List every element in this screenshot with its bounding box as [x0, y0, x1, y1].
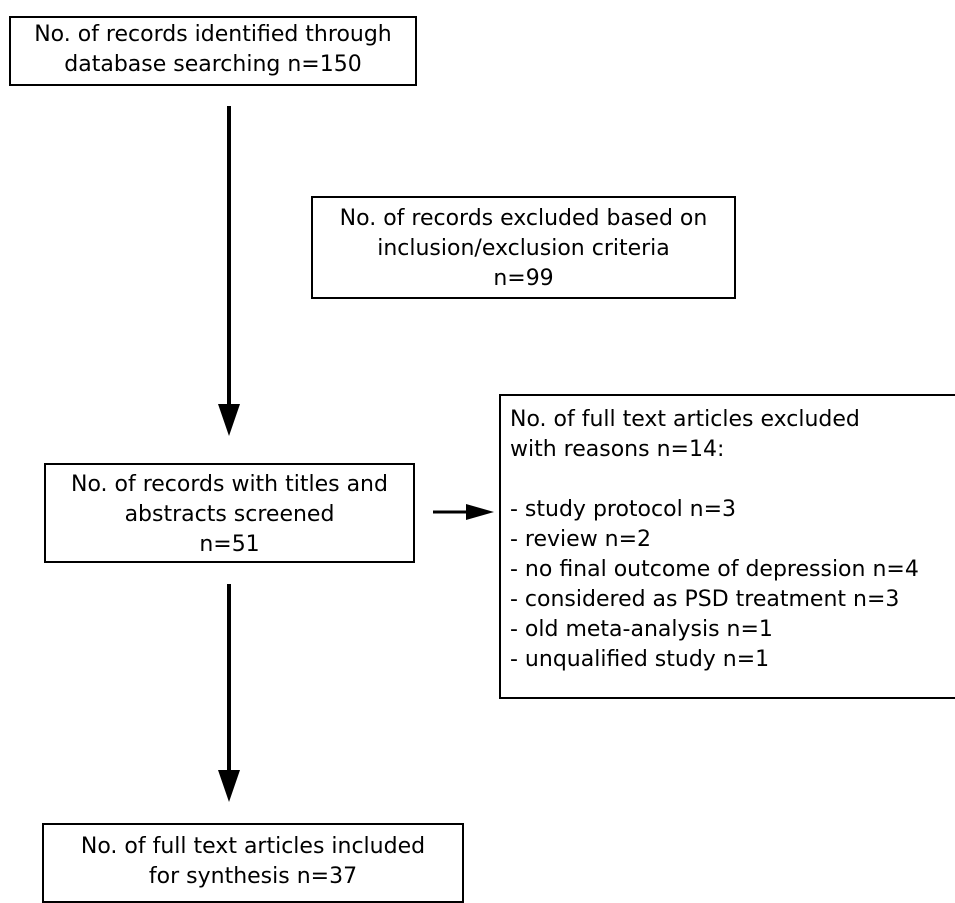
reason-item: - considered as PSD treatment n=3 — [510, 587, 900, 612]
records-screened-box: No. of records with titles and abstracts… — [44, 463, 415, 563]
records-screened-line-2: abstracts screened — [124, 502, 335, 527]
fulltext-excluded-box: No. of full text articles excluded with … — [499, 394, 955, 699]
records-excluded-line-2: inclusion/exclusion criteria — [377, 236, 670, 261]
records-excluded-criteria-box: No. of records excluded based on inclusi… — [311, 196, 736, 299]
arrow-identified-to-screened — [218, 106, 240, 436]
reason-item: - old meta-analysis n=1 — [510, 617, 773, 642]
fulltext-excluded-heading-2: with reasons n=14: — [510, 437, 725, 462]
reason-item: - no final outcome of depression n=4 — [510, 557, 919, 582]
reason-item: - review n=2 — [510, 527, 652, 552]
fulltext-included-line-1: No. of full text articles included — [80, 834, 426, 859]
arrow-screened-to-excluded — [433, 504, 494, 520]
fulltext-included-line-2: for synthesis n=37 — [148, 864, 358, 889]
fulltext-included-box: No. of full text articles included for s… — [42, 823, 464, 903]
records-excluded-line-1: No. of records excluded based on — [339, 206, 708, 231]
spacer — [510, 465, 955, 495]
fulltext-excluded-heading-1: No. of full text articles excluded — [510, 407, 860, 432]
reason-item: - unqualified study n=1 — [510, 647, 770, 672]
records-identified-box: No. of records identified through databa… — [9, 16, 417, 86]
records-screened-line-1: No. of records with titles and — [71, 472, 388, 497]
arrow-screened-to-included — [218, 584, 240, 802]
reason-item: - study protocol n=3 — [510, 497, 737, 522]
records-identified-line-2: database searching n=150 — [64, 52, 362, 77]
records-screened-line-3: n=51 — [199, 532, 260, 557]
records-excluded-line-3: n=99 — [493, 266, 554, 291]
records-identified-line-1: No. of records identified through — [34, 22, 392, 47]
